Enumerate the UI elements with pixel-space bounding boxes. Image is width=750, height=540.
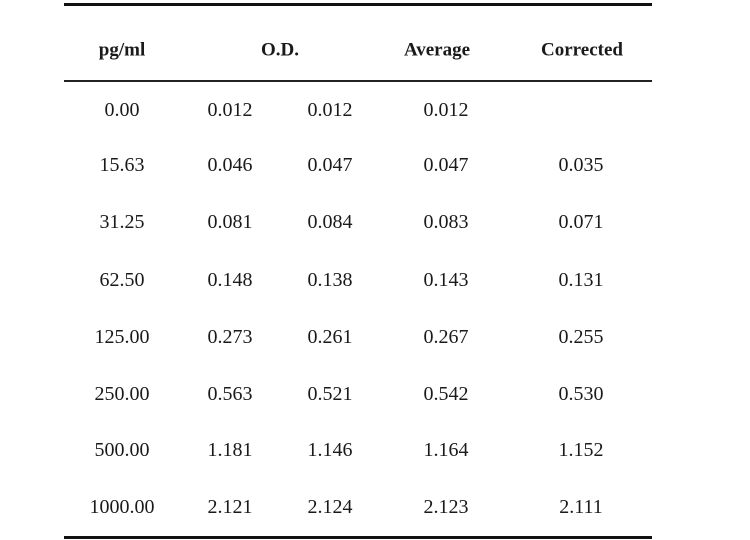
concentration-cell: 31.25 <box>99 211 145 233</box>
concentration-cell: 15.63 <box>99 154 145 176</box>
table-bottom-rule <box>64 536 652 539</box>
average-cell: 2.123 <box>423 496 469 518</box>
corrected-cell: 0.071 <box>558 211 604 233</box>
concentration-cell: 500.00 <box>94 439 150 461</box>
table-header-rule <box>64 80 652 82</box>
header-od: O.D. <box>261 39 299 61</box>
od-replicate-1-cell: 0.012 <box>207 99 253 121</box>
corrected-cell: 0.035 <box>558 154 604 176</box>
od-replicate-1-cell: 0.081 <box>207 211 253 233</box>
concentration-cell: 125.00 <box>94 326 150 348</box>
od-replicate-2-cell: 1.146 <box>307 439 353 461</box>
concentration-cell: 250.00 <box>94 383 150 405</box>
table-top-rule <box>64 3 652 6</box>
od-replicate-1-cell: 0.273 <box>207 326 253 348</box>
od-replicate-2-cell: 0.047 <box>307 154 353 176</box>
od-replicate-2-cell: 0.521 <box>307 383 353 405</box>
od-replicate-1-cell: 0.046 <box>207 154 253 176</box>
od-replicate-2-cell: 0.138 <box>307 269 353 291</box>
concentration-cell: 62.50 <box>99 269 145 291</box>
corrected-cell: 0.131 <box>558 269 604 291</box>
concentration-cell: 1000.00 <box>89 496 155 518</box>
average-cell: 0.047 <box>423 154 469 176</box>
header-concentration: pg/ml <box>98 39 146 61</box>
average-cell: 1.164 <box>423 439 469 461</box>
header-average: Average <box>403 39 471 61</box>
od-replicate-1-cell: 2.121 <box>207 496 253 518</box>
od-replicate-1-cell: 0.148 <box>207 269 253 291</box>
od-replicate-2-cell: 0.261 <box>307 326 353 348</box>
od-replicate-2-cell: 0.084 <box>307 211 353 233</box>
od-replicate-1-cell: 0.563 <box>207 383 253 405</box>
od-replicate-1-cell: 1.181 <box>207 439 253 461</box>
average-cell: 0.267 <box>423 326 469 348</box>
od-replicate-2-cell: 2.124 <box>307 496 353 518</box>
average-cell: 0.012 <box>423 99 469 121</box>
corrected-cell: 1.152 <box>558 439 604 461</box>
average-cell: 0.143 <box>423 269 469 291</box>
corrected-cell: 0.255 <box>558 326 604 348</box>
od-replicate-2-cell: 0.012 <box>307 99 353 121</box>
header-corrected: Corrected <box>541 39 623 61</box>
concentration-cell: 0.00 <box>104 99 140 121</box>
corrected-cell: 0.530 <box>558 383 604 405</box>
corrected-cell: 2.111 <box>559 496 603 518</box>
average-cell: 0.542 <box>423 383 469 405</box>
average-cell: 0.083 <box>423 211 469 233</box>
